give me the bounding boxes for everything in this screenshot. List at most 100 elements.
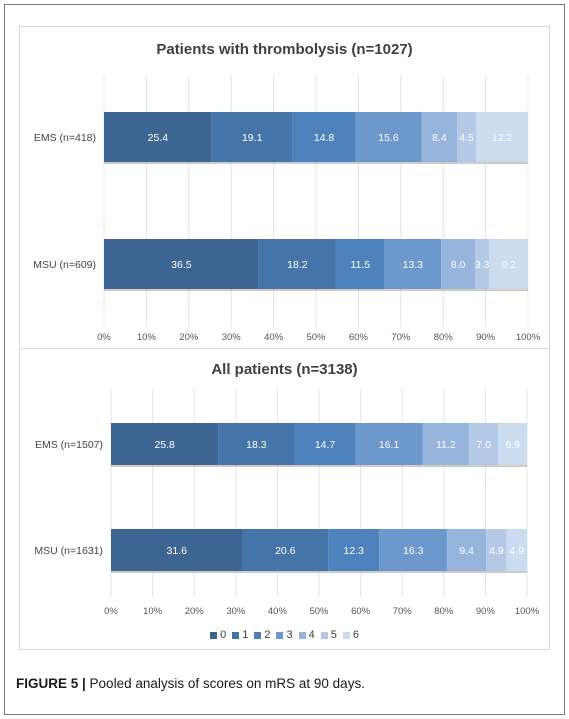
bar-segment [294,423,356,465]
bar-segment [218,423,295,465]
category-label: EMS (n=418) [34,132,96,144]
data-label: 12.3 [344,545,365,557]
legend-item: 0 [210,629,226,641]
bar-segment [457,112,477,162]
data-label: 25.4 [148,132,169,144]
data-label: 3.3 [475,259,490,271]
x-tick-label: 20% [179,332,199,343]
category-label: MSU (n=1631) [34,545,103,557]
bar-segment [328,529,380,571]
data-label: 14.8 [314,132,335,144]
bar-segment [447,529,487,571]
bar-segment [384,239,442,289]
bar-segment [258,239,336,289]
x-tick-label: 40% [268,606,288,617]
legend-label: 4 [308,629,315,641]
bar-segment [498,423,527,465]
legend-swatch [342,631,350,639]
legend-swatch [298,631,306,639]
x-tick-label: 70% [391,332,411,343]
data-label: 18.2 [287,259,308,271]
data-label: 9.4 [459,545,474,557]
x-tick-label: 40% [264,332,284,343]
legend-label: 2 [264,629,271,641]
caption-text: Pooled analysis of scores on mRS at 90 d… [85,676,365,691]
data-label: 11.2 [436,439,456,451]
legend-label: 3 [286,629,293,641]
x-tick-label: 50% [306,332,326,343]
chart-all-patients: 0% 10% 20% 30% 40% 50% 60% 70% 80% 90% 100% EMS (n=… [34,389,540,617]
legend-swatch [254,631,262,639]
legend-label: 6 [352,629,359,641]
caption-label: FIGURE 5 | [16,676,86,691]
data-label: 8.4 [432,132,447,144]
legend-item: 2 [254,629,270,641]
legend-label: 0 [220,629,227,641]
category-label: EMS (n=1507) [35,439,103,451]
bar-segment [422,423,470,465]
x-tick-label: 90% [476,606,496,617]
bar-segment [486,529,507,571]
x-tick-label: 60% [349,332,369,343]
data-label: 12.2 [492,132,513,144]
bar-segment [111,423,219,465]
x-tick-label: 80% [434,332,454,343]
legend-swatch [276,631,284,639]
x-tick-label: 20% [185,606,205,617]
data-label: 6.9 [505,439,520,451]
x-tick-label: 0% [97,332,111,343]
data-label: 20.6 [275,545,296,557]
chart-title: Patients with thrombolysis (n=1027) [156,41,413,58]
chart-thrombolysis: 0% 10% 20% 30% 40% 50% 60% 70% 80% 90% 100% EMS (n=… [33,75,541,343]
legend-item: 4 [298,629,315,641]
legend-swatch [210,631,218,639]
x-tick-label: 10% [137,332,157,343]
x-tick-label: 90% [476,332,496,343]
x-tick-label: 30% [222,332,242,343]
data-label: 4.9 [489,545,504,557]
bar-segment [355,423,423,465]
x-tick-label: 30% [226,606,246,617]
bar-segment [421,112,458,162]
bar-segment [441,239,475,289]
data-label: 9.2 [501,259,516,271]
data-label: 11.5 [350,259,370,271]
data-label: 36.5 [171,259,192,271]
bar-segment [211,112,293,162]
bar-segment [242,529,329,571]
bar-segment [476,112,528,162]
data-label: 4.9 [510,545,525,557]
bar-segment [111,529,243,571]
chart-panel-all-patients: All patients (n=3138) 0% 10% 20% 30% 40% 50% 6… [19,348,550,650]
chart-title: All patients (n=3138) [211,361,358,378]
bar-segment [292,112,356,162]
legend-label: 1 [242,629,249,641]
data-label: 16.3 [403,545,424,557]
data-label: 14.7 [315,439,336,451]
data-label: 19.1 [242,132,263,144]
legend-swatch [320,631,328,639]
legend-item: 3 [276,629,293,641]
chart-legend: 0 1 2 3 4 5 6 [20,629,549,641]
x-tick-label: 70% [393,606,413,617]
data-label: 4.5 [459,132,474,144]
figure-caption: FIGURE 5 | Pooled analysis of scores on … [16,676,365,691]
chart-panel-thrombolysis: Patients with thrombolysis (n=1027) 0% 10… [19,26,550,349]
bar-segment [104,112,212,162]
bar-segment [355,112,422,162]
legend-swatch [232,631,240,639]
bar-segment [506,529,527,571]
bar-segment [335,239,385,289]
data-label: 25.8 [154,439,175,451]
x-tick-label: 0% [104,606,118,617]
data-label: 8.0 [451,259,466,271]
legend-item: 5 [320,629,337,641]
data-label: 13.3 [403,259,424,271]
legend-item: 1 [232,629,248,641]
bar-segment [104,239,259,289]
data-label: 16.1 [379,439,400,451]
x-tick-label: 80% [434,606,454,617]
bar-segment [379,529,448,571]
legend-item: 6 [342,629,359,641]
x-tick-label: 100% [515,606,540,617]
